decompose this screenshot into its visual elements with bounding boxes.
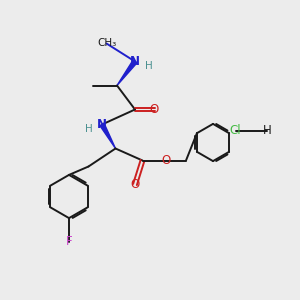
Polygon shape <box>100 123 116 148</box>
Text: F: F <box>66 235 72 248</box>
Text: H: H <box>145 61 152 71</box>
Text: H: H <box>85 124 92 134</box>
Text: O: O <box>130 178 140 191</box>
Text: O: O <box>150 103 159 116</box>
Text: CH₃: CH₃ <box>97 38 116 49</box>
Text: H: H <box>262 124 272 137</box>
Text: Cl: Cl <box>230 124 241 137</box>
Text: N: N <box>97 118 107 131</box>
Polygon shape <box>117 60 137 85</box>
Text: O: O <box>162 154 171 167</box>
Text: N: N <box>130 55 140 68</box>
